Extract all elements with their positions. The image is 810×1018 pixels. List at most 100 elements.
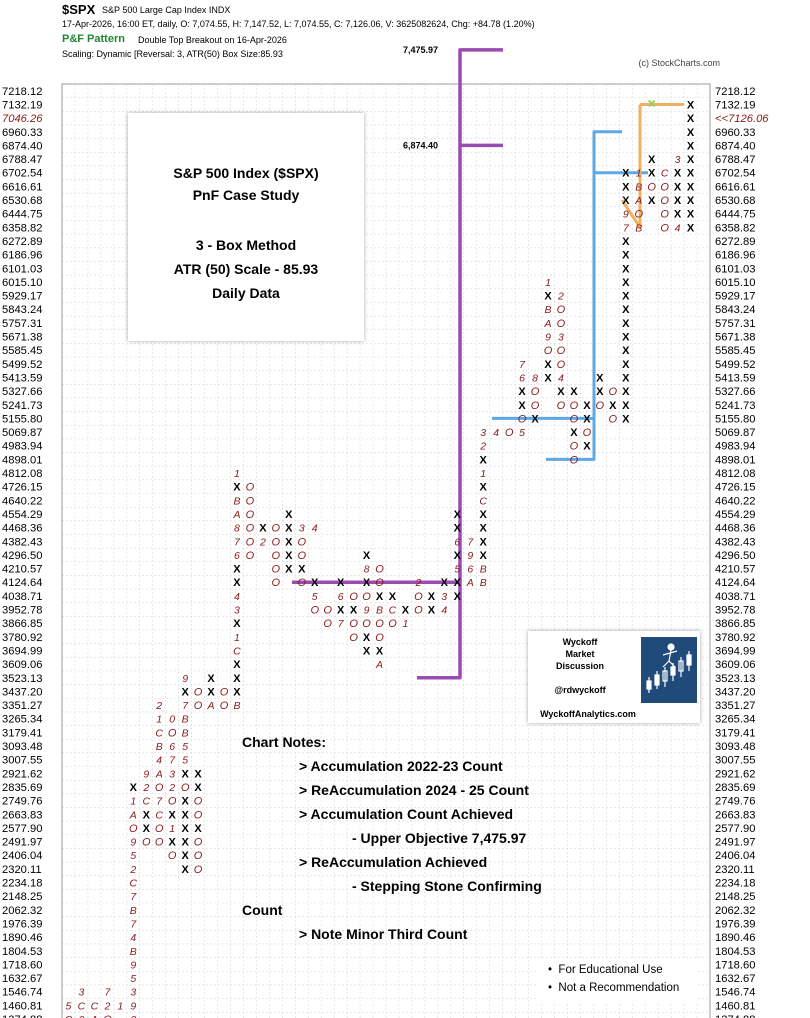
pnf-x: X xyxy=(181,768,189,780)
y-tick-right: 6874.40 xyxy=(715,140,755,152)
pnf-x: X xyxy=(609,400,617,412)
y-tick-left: 4812.08 xyxy=(2,468,42,480)
pnf-o: O xyxy=(557,318,566,330)
disclaimer-1: • For Educational Use xyxy=(548,964,663,976)
y-tick-right: 5155.80 xyxy=(715,413,755,425)
pnf-x: X xyxy=(233,659,241,671)
y-tick-left: 5413.59 xyxy=(2,372,42,384)
y-tick-right: 5671.38 xyxy=(715,332,755,344)
y-tick-left: 5671.38 xyxy=(2,332,42,344)
wyckoff-line-1: Wyckoff xyxy=(562,637,598,647)
pnf-month: B xyxy=(544,304,551,316)
pnf-x: X xyxy=(622,277,630,289)
pnf-o: O xyxy=(272,550,281,562)
y-tick-left: 4554.29 xyxy=(2,509,42,521)
pnf-x: X xyxy=(480,550,488,562)
y-tick-right: 2491.97 xyxy=(715,837,755,849)
y-tick-right: 2921.62 xyxy=(715,768,755,780)
pnf-month: A xyxy=(466,577,474,589)
y-tick-left: 4726.15 xyxy=(2,482,42,494)
pnf-month: 1 xyxy=(169,823,175,835)
pnf-month: 7 xyxy=(623,222,630,234)
pnf-o: O xyxy=(634,209,643,221)
pnf-month: 3 xyxy=(234,605,240,617)
pnf-o: O xyxy=(375,564,384,576)
pnf-month: A xyxy=(232,509,240,521)
y-tick-left: 4468.36 xyxy=(2,523,42,535)
y-tick-left: 4124.64 xyxy=(2,577,42,589)
pnf-month: 8 xyxy=(364,564,370,576)
pnf-o: O xyxy=(609,413,618,425)
pnf-o: O xyxy=(194,864,203,876)
wyckoff-logo-icon xyxy=(641,637,697,703)
pnf-month: 3 xyxy=(169,768,175,780)
y-tick-right: 5929.17 xyxy=(715,291,755,303)
pnf-month: 1 xyxy=(403,618,409,630)
pnf-x: X xyxy=(363,550,371,562)
pnf-month: B xyxy=(480,577,487,589)
pnf-month: 2 xyxy=(129,1014,136,1018)
pnf-o: O xyxy=(194,686,203,698)
pnf-o: O xyxy=(375,632,384,644)
disclaimer-box: • For Educational Use • Not a Recommenda… xyxy=(538,960,698,1002)
pnf-month: B xyxy=(182,727,189,739)
pnf-o: O xyxy=(155,837,164,849)
pnf-x: X xyxy=(337,577,345,589)
y-tick-left: 5241.73 xyxy=(2,400,42,412)
y-tick-left: 6272.89 xyxy=(2,236,42,248)
y-tick-right: 3952.78 xyxy=(715,605,755,617)
y-tick-left: 3694.99 xyxy=(2,645,42,657)
pnf-x: X xyxy=(181,796,189,808)
count-lines: 7,475.97 6,874.40 xyxy=(292,45,684,680)
pnf-month: B xyxy=(233,700,240,712)
pnf-x: X xyxy=(622,332,630,344)
pnf-x: X xyxy=(674,195,682,207)
pnf-month: C xyxy=(661,168,669,180)
pnf-x: X xyxy=(428,605,436,617)
pnf-month: 3 xyxy=(79,987,85,999)
disclaimer-2: • Not a Recommendation xyxy=(548,982,680,994)
y-tick-right: 1460.81 xyxy=(715,1000,755,1012)
pnf-month: 3 xyxy=(441,591,447,603)
y-tick-left: 2234.18 xyxy=(2,878,42,890)
pnf-month: 7 xyxy=(234,536,241,548)
pnf-x: X xyxy=(480,482,488,494)
pnf-x: X xyxy=(143,809,151,821)
y-tick-left: 5327.66 xyxy=(2,386,42,398)
pnf-o: O xyxy=(414,591,423,603)
pnf-x: X xyxy=(622,345,630,357)
pnf-month: 8 xyxy=(532,372,538,384)
note-3: > Accumulation Count Achieved xyxy=(299,806,514,822)
pf-pattern-label: P&F Pattern xyxy=(62,33,125,45)
pnf-o: O xyxy=(557,304,566,316)
pnf-month: 5 xyxy=(130,850,136,862)
pnf-o: O xyxy=(246,482,255,494)
pnf-month: 2 xyxy=(142,782,149,794)
y-tick-right: 5069.87 xyxy=(715,427,755,439)
pnf-month: 4 xyxy=(130,932,136,944)
y-tick-left: 3351.27 xyxy=(2,700,42,712)
y-tick-right: 3523.13 xyxy=(715,673,755,685)
pnf-x: X xyxy=(480,509,488,521)
pnf-month: 1 xyxy=(234,632,240,644)
y-tick-right: 2749.76 xyxy=(715,796,755,808)
pnf-x: X xyxy=(337,605,345,617)
pnf-x: X xyxy=(622,372,630,384)
pnf-month: 4 xyxy=(493,427,499,439)
pnf-x: X xyxy=(687,140,695,152)
pnf-month: 9 xyxy=(467,550,473,562)
y-tick-right: 7132.19 xyxy=(715,99,755,111)
wyckoff-handle: @rdwyckoff xyxy=(554,685,606,695)
pnf-month: 4 xyxy=(312,523,318,535)
pnf-x: X xyxy=(622,236,630,248)
y-tick-right: 6530.68 xyxy=(715,195,755,207)
pnf-x: X xyxy=(622,318,630,330)
pnf-x: X xyxy=(181,809,189,821)
y-tick-right: 1546.74 xyxy=(715,987,755,999)
pnf-x: X xyxy=(557,386,565,398)
y-tick-left: 1804.53 xyxy=(2,946,42,958)
y-tick-right: 2577.90 xyxy=(715,823,755,835)
accumulation-base-line xyxy=(417,582,462,680)
y-tick-right: 2406.04 xyxy=(715,850,755,862)
